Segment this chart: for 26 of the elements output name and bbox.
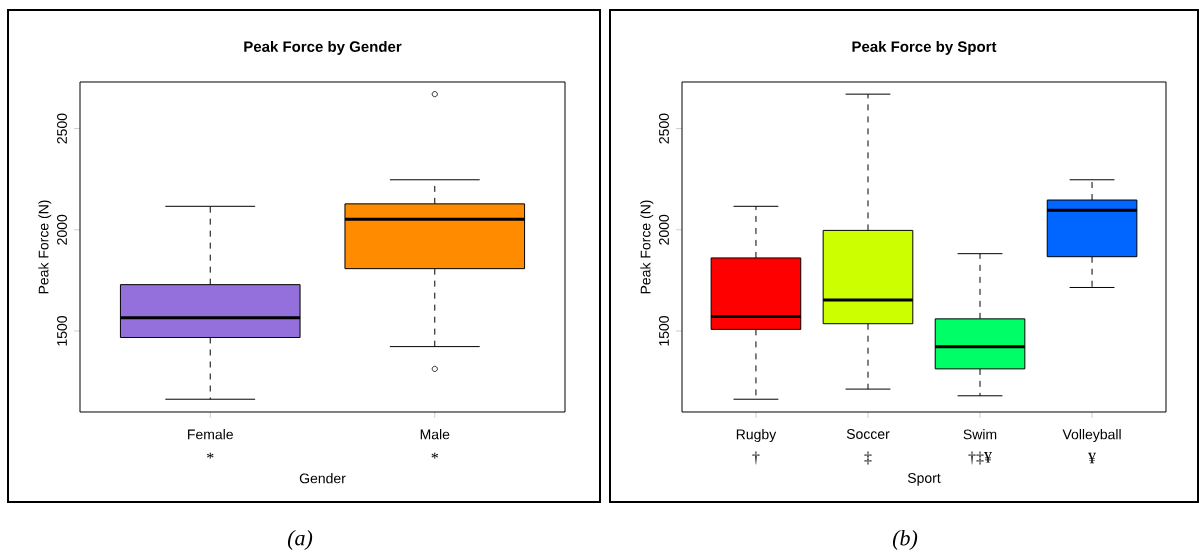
x-tick-label: Female bbox=[188, 429, 233, 440]
x-axis-title: Gender bbox=[299, 473, 346, 484]
chart-title: Peak Force by Sport bbox=[852, 40, 997, 55]
y-tick-label: 1500 bbox=[57, 315, 67, 346]
x-tick-label: Rugby bbox=[736, 429, 777, 443]
text: † bbox=[752, 451, 760, 465]
x-tick-label: Swim bbox=[963, 429, 997, 440]
text: †‡¥ bbox=[968, 451, 993, 465]
y-axis-title: Peak Force (N) bbox=[38, 200, 52, 294]
x-axis-title: Sport bbox=[907, 473, 941, 486]
y-tick-label: 2000 bbox=[57, 214, 67, 245]
text: (b) bbox=[892, 530, 918, 550]
x-tick-label: Male bbox=[420, 429, 450, 440]
text: ‡ bbox=[864, 451, 872, 465]
y-tick-label: 2000 bbox=[659, 214, 669, 245]
chart-title: Peak Force by Gender bbox=[244, 40, 402, 55]
x-tick-label: Soccer bbox=[846, 429, 890, 439]
text: (a) bbox=[287, 530, 313, 550]
text: * bbox=[431, 452, 439, 459]
y-tick-label: 2500 bbox=[659, 113, 669, 144]
y-axis-title: Peak Force (N) bbox=[640, 200, 654, 294]
x-tick-label: Volleyball bbox=[1062, 429, 1121, 443]
text: * bbox=[207, 452, 214, 459]
text: ¥ bbox=[1088, 452, 1097, 464]
y-tick-label: 2500 bbox=[57, 113, 67, 144]
y-tick-label: 1500 bbox=[659, 315, 669, 346]
